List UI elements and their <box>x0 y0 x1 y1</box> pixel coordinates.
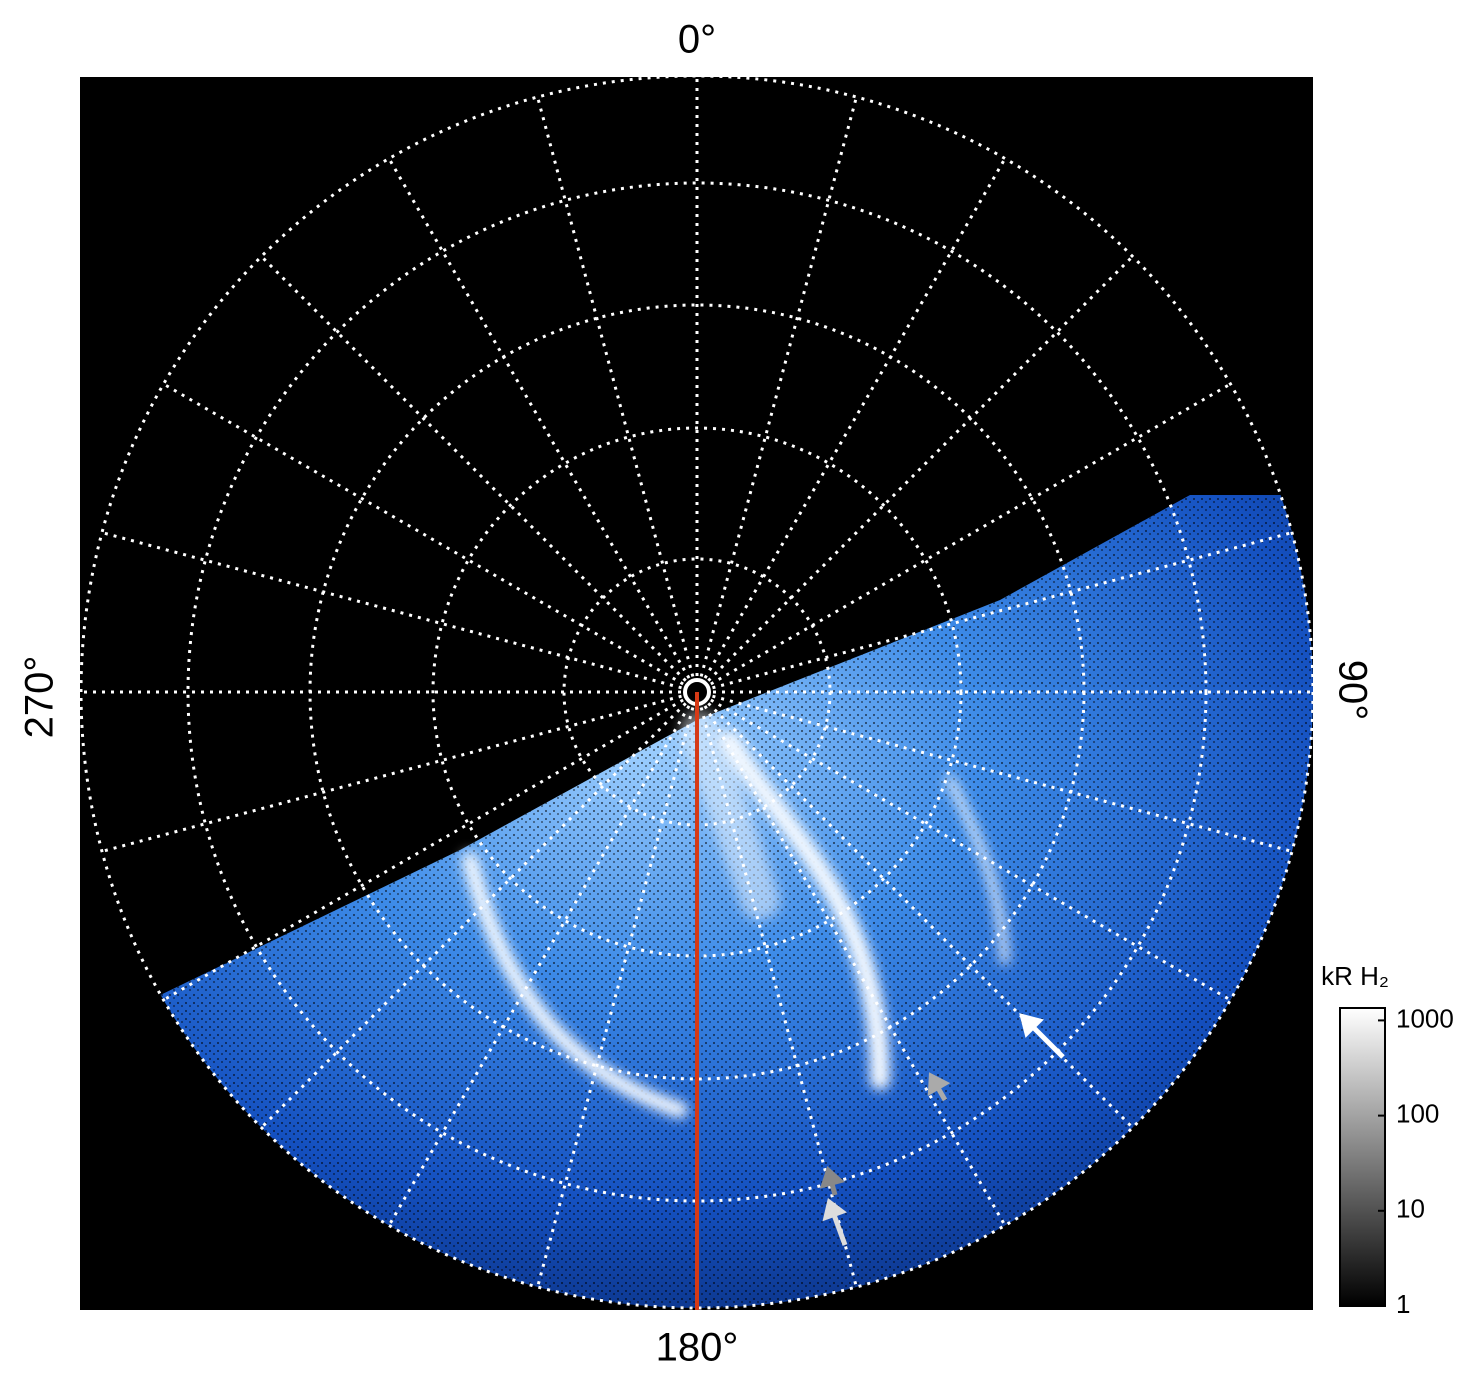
grid-spoke <box>536 96 695 677</box>
grid-spoke <box>536 707 695 1288</box>
grid-spoke <box>260 702 687 1129</box>
grid-spoke <box>712 531 1293 690</box>
angle-label: 180° <box>656 1326 739 1370</box>
aurora-image <box>81 495 1313 1308</box>
grid-spoke <box>699 707 858 1288</box>
grid-ring <box>79 74 1315 1310</box>
colorbar-label: kR H₂ <box>1321 961 1389 991</box>
grid-spoke <box>707 255 1134 682</box>
grid-spoke <box>260 255 687 682</box>
colorbar-tick-label: 100 <box>1396 1098 1439 1128</box>
angle-label: 270° <box>18 656 62 739</box>
grid-spoke <box>710 698 1232 1002</box>
angle-label: 90° <box>1330 660 1374 721</box>
grid-spoke <box>712 694 1293 853</box>
grid-spoke <box>703 157 1007 679</box>
grid-spoke <box>710 382 1232 686</box>
grid-spoke <box>101 531 682 690</box>
arrows <box>819 1013 1065 1246</box>
grid-spoke <box>707 702 1134 1129</box>
grid-spoke <box>387 157 691 679</box>
colorbar-bar <box>1339 1007 1386 1307</box>
grid-ring <box>186 181 1208 1203</box>
angle-label: 0° <box>678 18 716 62</box>
grid-spoke <box>162 698 684 1002</box>
colorbar-tick-label: 1000 <box>1396 1003 1454 1033</box>
grid-spoke <box>703 705 1007 1227</box>
grid-spoke <box>101 694 682 853</box>
colorbar: kR H₂ 1 10 100 1000 <box>1321 961 1454 1319</box>
grid-spoke <box>387 705 691 1227</box>
colorbar-tick-label: 1 <box>1396 1289 1410 1319</box>
grid-spoke <box>162 382 684 686</box>
colorbar-tick-label: 10 <box>1396 1194 1425 1224</box>
grid-spoke <box>699 96 858 677</box>
